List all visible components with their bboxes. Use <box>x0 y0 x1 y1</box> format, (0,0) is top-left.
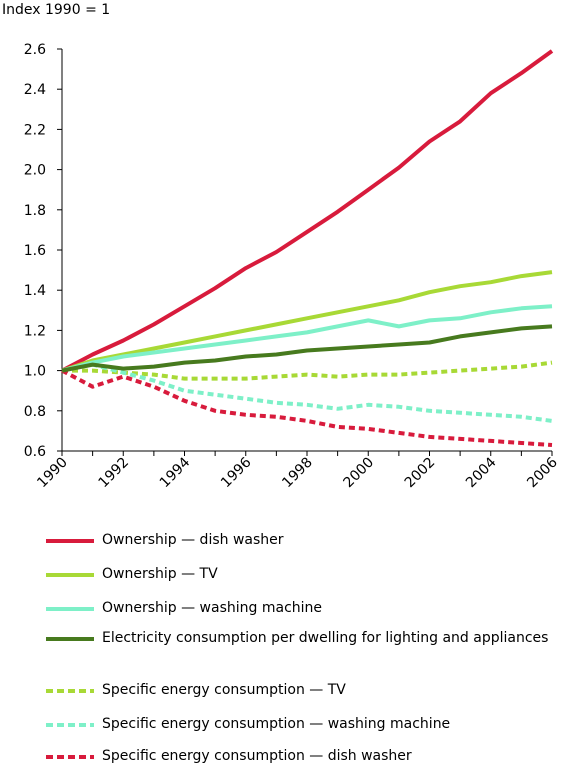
legend-swatch <box>46 637 94 641</box>
y-tick-label: 1.4 <box>24 283 46 299</box>
y-tick-label: 2.0 <box>24 163 46 179</box>
y-tick-label: 1.8 <box>24 203 46 219</box>
legend-swatch <box>46 573 94 577</box>
legend-swatch <box>46 755 94 759</box>
series-line-6 <box>61 368 553 447</box>
series-line-4 <box>62 360 553 381</box>
y-tick-label: 0.6 <box>24 444 46 460</box>
legend-label: Ownership — washing machine <box>102 600 323 616</box>
x-tick-label: 1994 <box>157 454 194 491</box>
x-tick-label: 2004 <box>463 454 500 491</box>
legend-label: Ownership — dish washer <box>102 532 284 548</box>
x-tick-label: 2006 <box>524 454 561 491</box>
x-tick-label: 2002 <box>402 455 439 492</box>
x-tick-label: 1996 <box>218 454 255 491</box>
y-tick-label: 2.4 <box>24 82 46 98</box>
legend-label: Electricity consumption per dwelling for… <box>102 630 549 646</box>
y-tick-label: 2.2 <box>24 122 46 138</box>
legend-item: Specific energy consumption — dish washe… <box>46 746 561 766</box>
x-tick-label: 2000 <box>341 455 378 492</box>
legend-label: Ownership — TV <box>102 566 218 582</box>
legend-swatch <box>46 539 94 543</box>
legend-swatch <box>46 723 94 727</box>
series-lines <box>61 49 554 447</box>
legend-item: Ownership — TV <box>46 564 561 584</box>
x-tick-label: 1992 <box>96 455 133 492</box>
y-tick-label: 0.8 <box>24 404 46 420</box>
series-line-0 <box>61 49 554 373</box>
legend-item: Specific energy consumption — TV <box>46 680 561 700</box>
legend-item: Electricity consumption per dwelling for… <box>46 628 561 648</box>
legend-item: Ownership — dish washer <box>46 530 561 550</box>
series-line-1 <box>61 270 553 373</box>
y-tick-label: 2.6 <box>24 42 46 58</box>
legend-swatch <box>46 689 94 693</box>
series-line-2 <box>61 304 553 373</box>
y-tick-label: 1.6 <box>24 243 46 259</box>
legend-item: Specific energy consumption — washing ma… <box>46 714 561 734</box>
x-tick-label: 1998 <box>279 455 316 492</box>
series-line-5 <box>61 362 553 423</box>
series-line-3 <box>61 324 553 373</box>
legend-label: Specific energy consumption — washing ma… <box>102 716 451 732</box>
legend-swatch <box>46 607 94 611</box>
legend-label: Specific energy consumption — dish washe… <box>102 748 412 764</box>
legend-label: Specific energy consumption — TV <box>102 682 346 698</box>
legend-item: Ownership — washing machine <box>46 598 561 618</box>
y-tick-label: 1.0 <box>24 364 46 380</box>
y-axis-title: Index 1990 = 1 <box>2 2 111 18</box>
y-tick-label: 1.2 <box>24 323 46 339</box>
